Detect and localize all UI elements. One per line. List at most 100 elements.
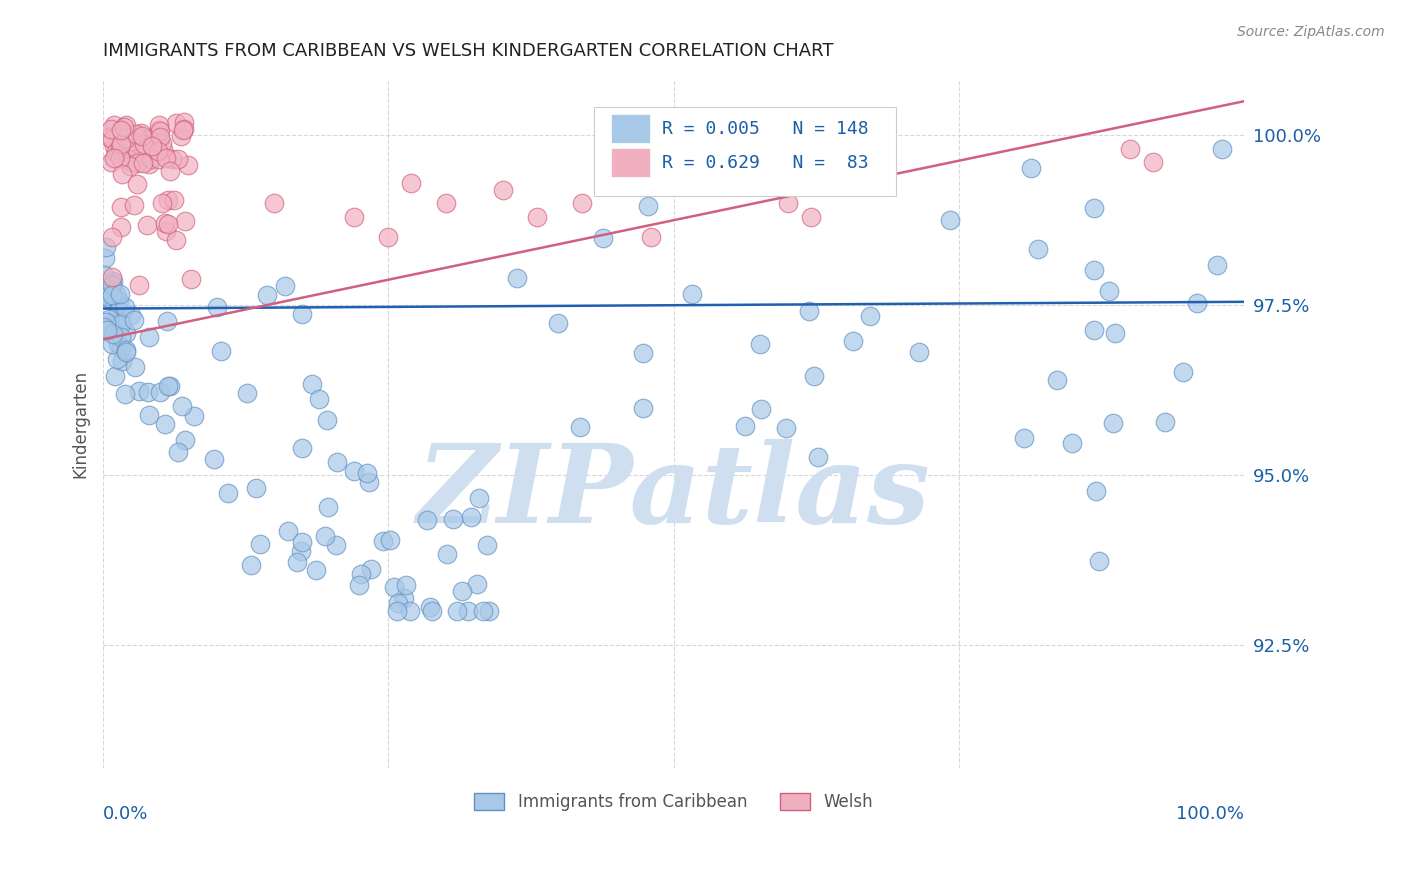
Point bbox=[100, 270, 122, 285]
Point bbox=[1087, 554, 1109, 568]
Point bbox=[125, 136, 148, 150]
Text: R = 0.629   N =  83: R = 0.629 N = 83 bbox=[662, 154, 869, 172]
Point bbox=[776, 196, 799, 211]
Text: IMMIGRANTS FROM CARIBBEAN VS WELSH KINDERGARTEN CORRELATION CHART: IMMIGRANTS FROM CARIBBEAN VS WELSH KINDE… bbox=[103, 42, 834, 60]
Point bbox=[165, 116, 187, 130]
Point bbox=[108, 287, 131, 301]
Point bbox=[347, 578, 370, 592]
Point bbox=[155, 151, 177, 165]
Point bbox=[167, 153, 190, 167]
Point bbox=[1083, 263, 1105, 277]
Point bbox=[103, 274, 125, 288]
Point bbox=[115, 326, 138, 340]
Point bbox=[124, 141, 146, 155]
Point bbox=[110, 341, 132, 355]
Point bbox=[118, 146, 141, 161]
Point bbox=[592, 230, 614, 244]
Point bbox=[112, 120, 135, 134]
Y-axis label: Kindergarten: Kindergarten bbox=[72, 370, 89, 478]
Point bbox=[290, 543, 312, 558]
Point bbox=[859, 310, 882, 324]
Point bbox=[103, 151, 125, 165]
Point bbox=[97, 292, 120, 306]
Point bbox=[156, 314, 179, 328]
Point bbox=[395, 578, 418, 592]
Point bbox=[202, 452, 225, 467]
Point bbox=[1083, 323, 1105, 337]
Point bbox=[908, 344, 931, 359]
Point bbox=[100, 154, 122, 169]
Point bbox=[132, 137, 155, 152]
Text: 100.0%: 100.0% bbox=[1177, 805, 1244, 823]
Point bbox=[125, 156, 148, 170]
Point bbox=[120, 154, 142, 169]
Point bbox=[277, 524, 299, 538]
Point bbox=[139, 132, 162, 146]
Point bbox=[104, 369, 127, 384]
Point bbox=[217, 485, 239, 500]
Point bbox=[136, 384, 159, 399]
Point bbox=[360, 562, 382, 576]
Point bbox=[110, 167, 132, 181]
Point bbox=[1153, 415, 1175, 429]
Point bbox=[97, 312, 120, 326]
Point bbox=[94, 318, 117, 333]
Point bbox=[110, 330, 132, 344]
Point bbox=[939, 212, 962, 227]
Point bbox=[94, 315, 117, 329]
Point bbox=[110, 200, 132, 214]
Point bbox=[177, 158, 200, 172]
Point bbox=[209, 344, 232, 359]
Point bbox=[245, 481, 267, 495]
Point bbox=[343, 210, 366, 224]
Point bbox=[1098, 285, 1121, 299]
Point bbox=[98, 130, 121, 145]
Point bbox=[114, 300, 136, 314]
Point bbox=[1083, 201, 1105, 215]
Point bbox=[165, 233, 187, 247]
Point bbox=[100, 277, 122, 292]
Point bbox=[1211, 142, 1233, 156]
Point bbox=[120, 159, 142, 173]
Point bbox=[1185, 296, 1208, 310]
Point bbox=[141, 139, 163, 153]
Point bbox=[110, 315, 132, 329]
Point bbox=[108, 151, 131, 165]
Point bbox=[263, 196, 285, 211]
Point bbox=[681, 287, 703, 301]
Point bbox=[1171, 365, 1194, 379]
Point bbox=[457, 604, 479, 618]
Point bbox=[1119, 142, 1142, 156]
Point bbox=[291, 535, 314, 549]
Point bbox=[249, 537, 271, 551]
Text: R = 0.005   N = 148: R = 0.005 N = 148 bbox=[662, 120, 869, 138]
Point bbox=[155, 417, 177, 432]
Point bbox=[93, 287, 115, 301]
Point bbox=[291, 442, 314, 456]
Point bbox=[256, 288, 278, 302]
Point bbox=[111, 308, 134, 322]
Point bbox=[139, 152, 162, 166]
Point bbox=[93, 268, 115, 282]
Point bbox=[159, 378, 181, 392]
Point bbox=[239, 558, 262, 572]
Point bbox=[392, 591, 415, 606]
Point bbox=[314, 528, 336, 542]
Point bbox=[124, 128, 146, 142]
Point bbox=[138, 157, 160, 171]
Point bbox=[128, 384, 150, 398]
Point bbox=[326, 455, 349, 469]
Point bbox=[150, 195, 173, 210]
Point bbox=[146, 144, 169, 158]
Point bbox=[468, 491, 491, 505]
Point bbox=[1062, 435, 1084, 450]
Point bbox=[100, 121, 122, 136]
Point bbox=[451, 583, 474, 598]
Point bbox=[122, 312, 145, 326]
Point bbox=[96, 289, 118, 303]
Point bbox=[167, 444, 190, 458]
Point bbox=[101, 132, 124, 146]
Point bbox=[349, 566, 371, 581]
Point bbox=[156, 193, 179, 207]
Point bbox=[183, 409, 205, 423]
